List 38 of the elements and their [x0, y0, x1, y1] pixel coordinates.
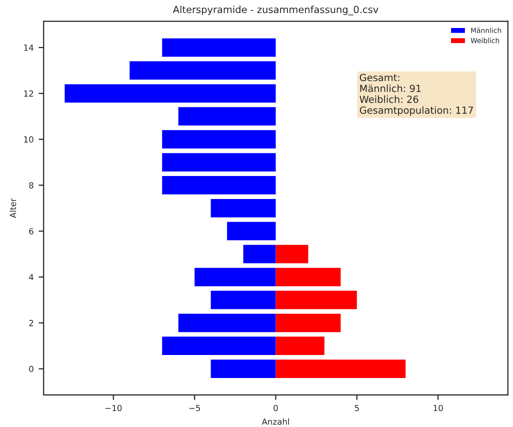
bar — [162, 130, 276, 148]
bar — [162, 38, 276, 57]
bar — [178, 314, 276, 332]
bar — [64, 84, 276, 103]
x-tick-label: 0 — [274, 404, 278, 412]
x-axis-title: Anzahl — [262, 418, 289, 425]
y-tick-label: 0 — [29, 366, 34, 372]
y-tick-label: 8 — [29, 182, 34, 188]
bar — [210, 290, 276, 310]
bar — [276, 244, 308, 264]
bar — [276, 314, 341, 332]
y-tick-label: 6 — [29, 228, 34, 234]
bar — [276, 336, 324, 356]
y-tick-label: 12 — [24, 90, 34, 97]
chart-title: Alterspyramide - zusammenfassung_0.csv — [172, 6, 378, 16]
y-tick-label: 14 — [24, 44, 34, 51]
bar — [227, 222, 276, 240]
bar — [210, 360, 276, 378]
annotation: Gesamt: Männlich: 91 Weiblich: 26 Gesamtpopulation: 117 — [360, 74, 473, 116]
bar — [162, 153, 276, 172]
y-tick-label: 4 — [28, 274, 34, 280]
y-axis-title: Alter — [10, 198, 16, 218]
bar — [194, 268, 276, 286]
bar — [276, 360, 406, 378]
bar — [276, 290, 357, 310]
bar — [130, 61, 276, 80]
x-tick-label: 10 — [434, 404, 443, 412]
bar — [243, 244, 276, 264]
bar — [178, 107, 276, 126]
x-tick-label: −5 — [189, 404, 200, 412]
bar — [162, 176, 276, 194]
y-tick-label: 2 — [29, 320, 34, 326]
bar — [210, 198, 276, 218]
y-tick-label: 10 — [24, 136, 34, 143]
x-tick-label: 5 — [354, 404, 359, 412]
x-tick-label: −10 — [105, 404, 122, 412]
bar — [276, 268, 341, 286]
bar — [162, 336, 276, 356]
